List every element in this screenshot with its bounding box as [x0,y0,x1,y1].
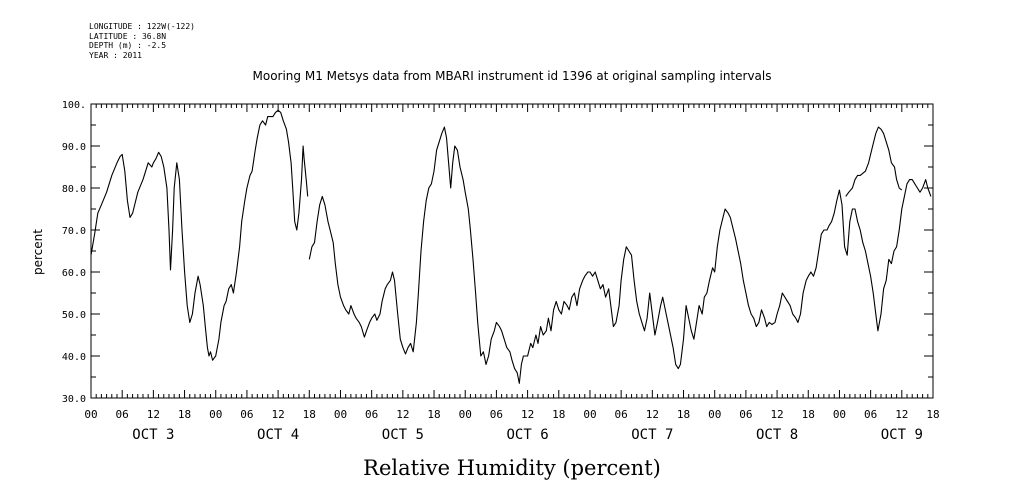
x-tick-label: 06 [240,408,253,421]
x-tick-label: 18 [178,408,191,421]
x-tick-label: 12 [770,408,783,421]
header-latitude: LATITUDE : 36.8N [89,31,167,41]
y-tick-label: 50.0 [62,310,86,321]
day-label: OCT 5 [382,427,424,443]
x-tick-label: 00 [84,408,97,421]
series-line [308,126,932,384]
x-tick-label: 18 [427,408,440,421]
x-tick-label: 06 [864,408,877,421]
x-tick-label: 12 [646,408,659,421]
plot-border [90,103,934,399]
x-tick-label: 00 [209,408,222,421]
x-tick-label: 18 [802,408,815,421]
x-tick-label: 12 [396,408,409,421]
x-axis: 00 06 12 18 00 06 12 18 00 06 12 18 00 06 12 18 00 06 12 18… [84,104,940,443]
day-label: OCT 6 [507,427,549,443]
x-tick-label: 00 [833,408,846,421]
x-tick-label: 18 [677,408,690,421]
x-tick-label: 18 [552,408,565,421]
y-tick-label: 100. [62,100,86,111]
x-tick-label: 06 [739,408,752,421]
x-tick-label: 18 [926,408,939,421]
x-tick-label: 06 [615,408,628,421]
x-tick-label: 06 [365,408,378,421]
y-axis-label: percent [31,229,45,275]
x-tick-label: 12 [147,408,160,421]
x-tick-label: 06 [116,408,129,421]
x-tick-label: 06 [490,408,503,421]
day-label: OCT 7 [631,427,673,443]
day-label: OCT 3 [132,427,174,443]
x-tick-label: 00 [583,408,596,421]
series-line [90,109,309,361]
y-tick-label: 40.0 [62,352,86,363]
x-axis-label: Relative Humidity (percent) [363,456,661,480]
header-year: YEAR : 2011 [89,50,142,60]
header-longitude: LONGITUDE : 122W(-122) [89,22,195,31]
day-label: OCT 4 [257,427,299,443]
y-tick-label: 30.0 [62,394,86,405]
x-tick-label: 12 [895,408,908,421]
plot-frame [90,103,934,399]
x-tick-label: 00 [334,408,347,421]
header-block: LONGITUDE : 122W(-122) LATITUDE : 36.8N … [89,22,195,60]
x-tick-label: 00 [459,408,472,421]
series-line [845,126,903,197]
x-tick-label: 18 [303,408,316,421]
y-axis: 30.0 40.0 50.0 60.0 70.0 80.0 90.0 100. [62,100,933,405]
day-label: OCT 9 [881,427,923,443]
chart-title: Mooring M1 Metsys data from MBARI instru… [253,69,772,83]
x-tick-label: 00 [708,408,721,421]
header-depth: DEPTH (m) : -2.5 [89,41,167,50]
day-label: OCT 8 [756,427,798,443]
x-tick-label: 12 [271,408,284,421]
data-series [90,109,932,384]
x-tick-label: 12 [521,408,534,421]
y-tick-label: 70.0 [62,226,86,237]
y-tick-label: 60.0 [62,268,86,279]
y-tick-label: 90.0 [62,142,86,153]
y-tick-label: 80.0 [62,184,86,195]
